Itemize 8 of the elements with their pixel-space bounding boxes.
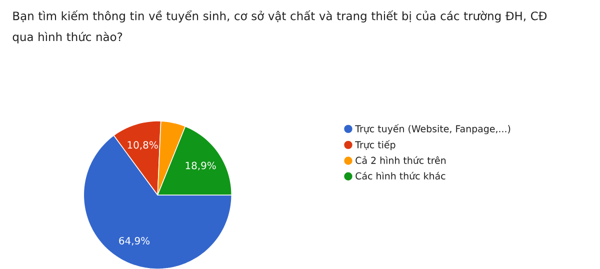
legend-label: Trực tuyến (Website, Fanpage,...) bbox=[355, 124, 510, 134]
legend-label: Các hình thức khác bbox=[356, 172, 446, 180]
legend-label: Trực tiếp bbox=[355, 140, 396, 150]
data-label: 18,9% bbox=[186, 162, 216, 170]
legend-label: Cả 2 hình thức trên bbox=[356, 156, 446, 164]
data-label: 10,8% bbox=[128, 141, 158, 150]
data-label: 64,9% bbox=[119, 236, 150, 246]
chart-title: Bạn tìm kiếm thông tin về tuyển sinh, cơ sở vật chất và trang thiết bị của các trường ĐH, CĐ qua hình thức nào? bbox=[12, 10, 547, 44]
